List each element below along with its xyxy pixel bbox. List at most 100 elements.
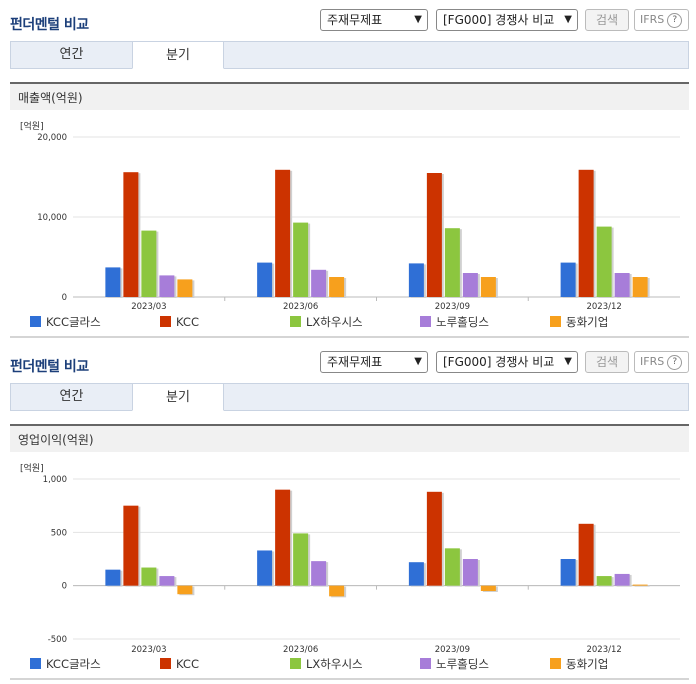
unit-label: [억원] (20, 464, 44, 474)
chevron-down-icon: ▼ (414, 356, 422, 367)
bar (177, 585, 193, 595)
x-tick-label: 2023/12 (586, 302, 621, 312)
y-tick-label: 1,000 (43, 475, 67, 485)
legend-swatch (290, 658, 301, 669)
chart-subtitle: 영업이익(억원) (10, 424, 689, 452)
fundamental-panel-2: 펀더멘털 비교 주재무제표 ▼ [FG000] 경쟁사 비교 ▼ 검색 IFRS… (0, 342, 696, 684)
legend-label: LX하우시스 (306, 315, 363, 329)
bar (632, 584, 648, 586)
bar (329, 585, 345, 597)
legend-item[interactable]: LX하우시스 (290, 314, 363, 330)
tab-quarterly[interactable]: 분기 (132, 41, 224, 69)
bar (293, 533, 309, 586)
x-tick-label: 2023/06 (283, 302, 318, 312)
x-tick-label: 2023/09 (435, 302, 470, 312)
bar (408, 562, 424, 586)
bar (105, 569, 121, 586)
legend-label: 노루홀딩스 (436, 315, 489, 329)
bar (123, 172, 139, 297)
panel-title: 펀더멘털 비교 (10, 17, 89, 33)
chevron-down-icon: ▼ (564, 356, 572, 367)
legend-swatch (290, 316, 301, 327)
legend-label: 동화기업 (566, 657, 609, 671)
y-tick-label: 500 (51, 528, 67, 538)
peer-select[interactable]: [FG000] 경쟁사 비교 ▼ (436, 351, 578, 373)
y-tick-label: 20,000 (37, 133, 67, 143)
ifrs-help-button[interactable]: IFRS? (634, 9, 689, 31)
chart-subtitle: 매출액(억원) (10, 82, 689, 110)
legend-item[interactable]: KCC글라스 (30, 314, 101, 330)
bar (426, 173, 442, 297)
tab-annual[interactable]: 연간 (59, 389, 84, 404)
chart-legend: KCC글라스 KCC LX하우시스 노루홀딩스 동화기업 (30, 656, 680, 672)
peer-select-value: [FG000] 경쟁사 비교 (443, 355, 555, 369)
bar (311, 269, 327, 297)
legend-swatch (160, 316, 171, 327)
legend-item[interactable]: 동화기업 (550, 314, 608, 330)
bar (141, 230, 157, 297)
bar (462, 559, 478, 586)
bar (408, 263, 424, 297)
x-tick-label: 2023/09 (435, 645, 470, 654)
statement-select[interactable]: 주재무제표 ▼ (320, 9, 428, 31)
help-icon: ? (667, 354, 683, 370)
chevron-down-icon: ▼ (564, 14, 572, 25)
x-tick-label: 2023/06 (283, 645, 318, 654)
bar (480, 277, 496, 297)
bar (177, 279, 193, 297)
legend-swatch (160, 658, 171, 669)
legend-item[interactable]: KCC (160, 656, 199, 672)
legend-item[interactable]: 노루홀딩스 (420, 314, 489, 330)
bar (614, 573, 630, 586)
operating-profit-chart: -500 0 500 1,000 2023/03 2023/06 2023/09 2023/1… (43, 475, 680, 654)
search-button[interactable]: 검색 (585, 9, 629, 31)
help-icon: ? (667, 12, 683, 28)
bar-shadow (634, 585, 650, 587)
bar (141, 567, 157, 586)
legend-item[interactable]: KCC (160, 314, 199, 330)
chevron-down-icon: ▼ (414, 14, 422, 25)
legend-label: 노루홀딩스 (436, 657, 489, 671)
legend-swatch (30, 658, 41, 669)
unit-label: [억원] (20, 122, 44, 132)
legend-item[interactable]: LX하우시스 (290, 656, 363, 672)
bar (596, 226, 612, 297)
search-button[interactable]: 검색 (585, 351, 629, 373)
bar (596, 576, 612, 586)
divider (10, 336, 689, 338)
bar (614, 273, 630, 297)
legend-label: LX하우시스 (306, 657, 363, 671)
bar (159, 576, 175, 586)
legend-item[interactable]: KCC글라스 (30, 656, 101, 672)
legend-label: KCC (176, 315, 199, 329)
peer-select[interactable]: [FG000] 경쟁사 비교 ▼ (436, 9, 578, 31)
bar (257, 550, 273, 586)
tab-annual[interactable]: 연간 (59, 47, 84, 62)
bar (578, 169, 594, 297)
x-tick-label: 2023/03 (131, 645, 166, 654)
y-tick-label: -500 (48, 635, 67, 645)
bar (578, 523, 594, 586)
statement-select-value: 주재무제표 (327, 355, 383, 369)
bar (257, 262, 273, 297)
fundamental-panel-1: 펀더멘털 비교 주재무제표 ▼ [FG000] 경쟁사 비교 ▼ 검색 IFRS… (10, 9, 689, 338)
legend-swatch (420, 316, 431, 327)
y-tick-label: 0 (62, 293, 67, 303)
ifrs-help-button[interactable]: IFRS? (634, 351, 689, 373)
bar (560, 559, 576, 586)
legend-item[interactable]: 노루홀딩스 (420, 656, 489, 672)
bar (426, 491, 442, 586)
statement-select[interactable]: 주재무제표 ▼ (320, 351, 428, 373)
peer-select-value: [FG000] 경쟁사 비교 (443, 13, 555, 27)
bar (105, 267, 121, 297)
bar (560, 262, 576, 297)
bar (275, 169, 291, 297)
legend-swatch (420, 658, 431, 669)
bar (444, 548, 460, 586)
bar (311, 561, 327, 586)
legend-item[interactable]: 동화기업 (550, 656, 608, 672)
legend-swatch (30, 316, 41, 327)
bar (329, 277, 345, 297)
bar (632, 277, 648, 297)
tab-quarterly[interactable]: 분기 (132, 383, 224, 411)
